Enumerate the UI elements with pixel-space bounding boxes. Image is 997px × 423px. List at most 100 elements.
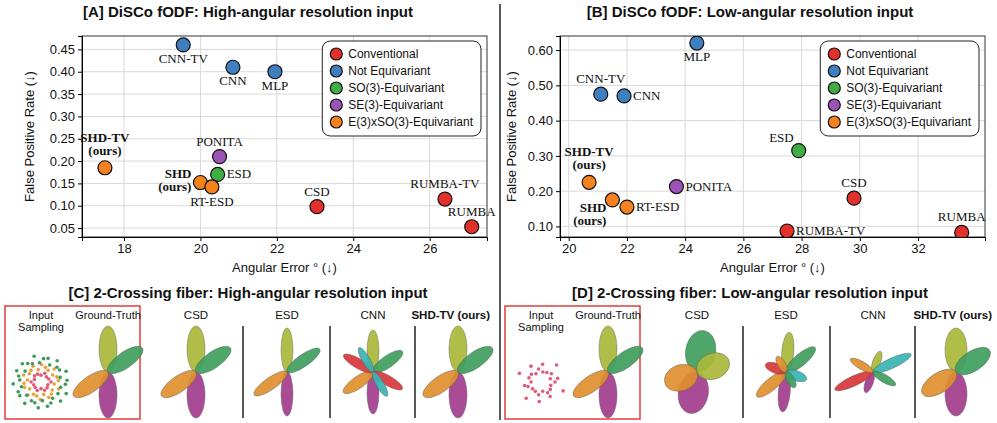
point-label: CNN <box>219 73 247 88</box>
legend-item: Not Equivariant <box>330 64 431 78</box>
legend-item: SE(3)-Equivariant <box>330 98 443 112</box>
sample-dot <box>36 406 40 410</box>
input-sampling <box>518 362 565 403</box>
fodf-lobe <box>453 341 497 378</box>
grid <box>82 36 487 237</box>
x-tick: 20 <box>194 237 208 256</box>
y-tick-label: 0.15 <box>50 176 75 191</box>
point-label: RUMBA-TV <box>410 176 480 191</box>
fodf-glyph <box>69 326 147 418</box>
plot-frame <box>560 36 985 237</box>
y-tick: 0.15 <box>50 176 82 191</box>
legend-label: Conventional <box>348 47 418 61</box>
panel: [A] DiSCo fODF: High-angular resolution … <box>22 3 496 275</box>
sample-dot <box>32 354 36 358</box>
method-label: CSD <box>184 309 208 321</box>
x-tick: 30 <box>853 237 867 256</box>
grid-line <box>743 36 744 237</box>
y-tick: 0.10 <box>528 219 560 234</box>
method-label: ESD <box>774 309 798 321</box>
legend-label: Not Equivariant <box>846 64 929 78</box>
y-tick-label: 0.30 <box>50 109 75 124</box>
y-tick-label: 0.20 <box>50 154 75 169</box>
point-label: ESD <box>227 166 252 181</box>
sample-dot <box>526 385 530 389</box>
sample-dot <box>52 382 56 386</box>
point <box>780 224 794 237</box>
x-tick: 24 <box>678 237 692 256</box>
point <box>594 87 608 101</box>
sample-dot <box>33 378 37 382</box>
point-label: MLP <box>262 78 289 93</box>
x-tick-label: 20 <box>562 241 576 256</box>
grid <box>560 36 985 237</box>
separator <box>742 326 744 418</box>
grid-line <box>560 191 985 192</box>
point-label: SHD(ours) <box>158 166 191 194</box>
fodf-lobe <box>191 341 235 378</box>
sample-dot <box>48 363 52 367</box>
y-tick-mark <box>556 121 560 122</box>
y-tick: 0.20 <box>528 184 560 199</box>
plot-frame <box>82 36 487 237</box>
sample-dot <box>43 371 47 375</box>
x-tick: 26 <box>737 237 751 256</box>
legend-box <box>322 41 481 136</box>
method-label: CNN <box>861 309 886 321</box>
sample-dot <box>29 369 33 373</box>
x-tick: 32 <box>911 237 925 256</box>
legend-label: SO(3)-Equivariant <box>348 81 445 95</box>
sample-dot <box>56 392 60 396</box>
sample-dot <box>64 369 68 373</box>
grid-line <box>568 36 569 237</box>
legend-swatch <box>330 116 342 128</box>
grid-line <box>560 155 985 156</box>
input-sampling <box>11 354 68 409</box>
sample-dot <box>51 373 55 377</box>
glyph-panel: [C] 2-Crossing fiber: High-angular resol… <box>5 284 497 419</box>
panel: [B] DiSCo fODF: Low-angular resolution i… <box>504 3 986 275</box>
sample-dot <box>46 404 50 408</box>
x-tick: 24 <box>347 237 361 256</box>
sample-dot <box>50 388 54 392</box>
sample-dot <box>16 390 20 394</box>
y-tick: 0.20 <box>50 154 82 169</box>
sample-dot <box>537 367 541 371</box>
fodf-lobe <box>693 348 734 384</box>
sample-dot <box>546 391 550 395</box>
y-tick-mark <box>556 226 560 227</box>
point <box>176 38 190 52</box>
grid-line <box>82 228 487 229</box>
fodf-glyph <box>340 330 406 414</box>
fodf-lobe <box>661 360 702 396</box>
point-label: RT-ESD <box>636 199 680 214</box>
fodf-lobe <box>917 364 961 403</box>
y-tick-mark <box>556 156 560 157</box>
y-tick: 0.35 <box>50 87 82 102</box>
legend-item: E(3)xSO(3)-Equivariant <box>330 115 473 129</box>
sample-dot <box>32 383 36 387</box>
sample-dot <box>58 368 62 372</box>
sample-dot <box>51 396 55 400</box>
fodf-lobe <box>103 341 147 378</box>
sample-dot <box>37 368 41 372</box>
fodf-glyph <box>419 326 497 418</box>
sample-dot <box>49 401 53 405</box>
sample-dot <box>527 376 531 380</box>
y-tick-label: 0.20 <box>528 184 553 199</box>
point-label: CNN-TV <box>159 51 209 66</box>
x-tick: 22 <box>270 237 284 256</box>
sample-dot <box>42 357 46 361</box>
grid-line <box>82 161 487 162</box>
sample-dot <box>28 387 32 391</box>
y-tick-mark <box>556 191 560 192</box>
fodf-lobe <box>284 344 324 377</box>
legend-label: Not Equivariant <box>348 64 431 78</box>
fodf-lobe <box>356 346 377 374</box>
legend-swatch <box>828 48 840 60</box>
fodf-lobe <box>871 369 898 389</box>
y-tick: 0.45 <box>50 42 82 57</box>
x-tick-label: 26 <box>423 241 437 256</box>
y-tick-mark <box>78 206 82 207</box>
fodf-lobe <box>569 365 613 402</box>
